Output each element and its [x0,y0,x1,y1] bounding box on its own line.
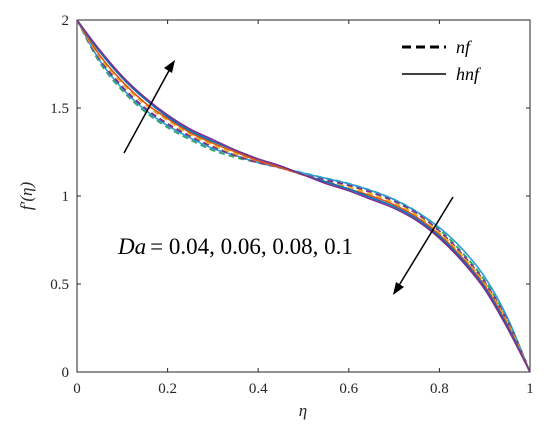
x-tick-label: 0.6 [339,381,358,397]
arrow-up-left-head [164,60,175,73]
series-line-1 [76,19,531,373]
x-tick-label: 1 [526,381,534,397]
arrow-up-left [123,66,172,154]
y-tick-label: 1.5 [50,101,69,117]
x-tick-label: 0.8 [430,381,449,397]
series-lines [76,19,531,373]
arrow-down-right [397,196,454,288]
y-tick-label: 2 [62,13,70,29]
x-tick-label: 0 [73,381,81,397]
legend: nf hnf [402,37,482,84]
series-line-2 [76,19,531,373]
da-annotation-prefix: Da [117,234,146,259]
da-annotation: Da = 0.04, 0.06, 0.08, 0.1 [117,234,353,259]
y-tick-label: 0.5 [50,277,69,293]
x-tick-label: 0.2 [158,381,177,397]
x-axis-label: η [299,401,307,420]
da-annotation-values: = 0.04, 0.06, 0.08, 0.1 [150,234,353,259]
y-axis-label: f′(η) [17,182,36,211]
trend-arrows [123,60,454,295]
y-tick-label: 1 [62,189,70,205]
x-tick-label: 0.4 [249,381,268,397]
legend-hnf-label: hnf [456,64,482,84]
y-tick-label: 0 [62,365,70,381]
axis-ticks: 0 0.2 0.4 0.6 0.8 1 0 0.5 1 1.5 2 [50,13,534,397]
arrow-down-right-head [393,282,404,295]
legend-nf-label: nf [456,37,473,57]
